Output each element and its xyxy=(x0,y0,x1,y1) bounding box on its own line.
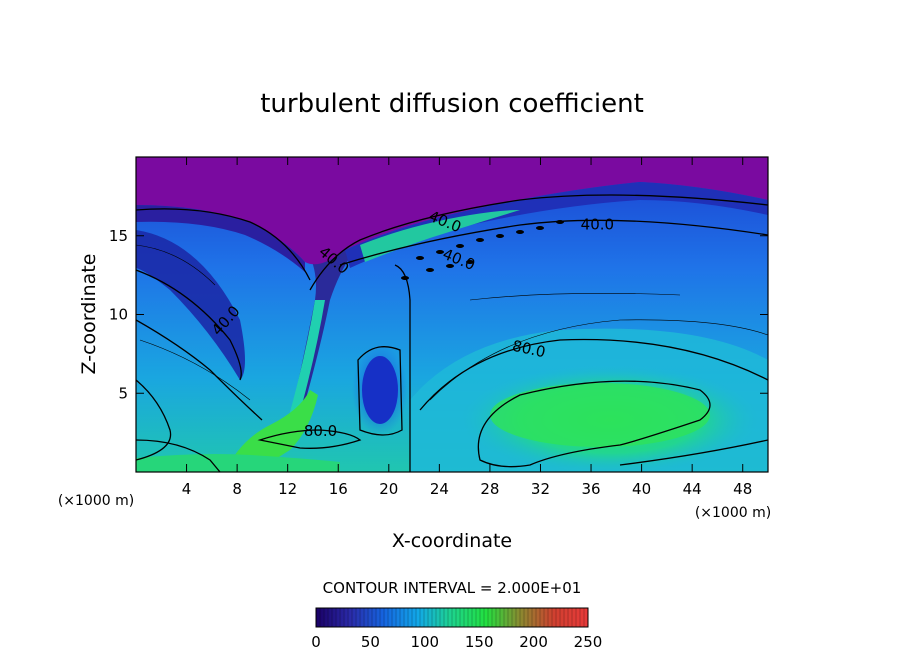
chart-title: turbulent diffusion coefficient xyxy=(260,89,644,119)
x-tick-label: 4 xyxy=(182,480,192,498)
contour-label: 40.0 xyxy=(581,215,614,233)
stratosphere-purple xyxy=(136,157,768,265)
colorbar-tick-label: 100 xyxy=(410,633,439,651)
x-tick-label: 28 xyxy=(480,480,499,498)
colorbar-tick-label: 150 xyxy=(465,633,494,651)
x-axis-label: X-coordinate xyxy=(392,530,512,552)
x-unit-right: (×1000 m) xyxy=(695,505,771,521)
x-axis-ticks: 4 8 12 16 20 24 28 32 36 40 44 48 xyxy=(182,157,752,498)
colorbar-ticks: 0 50 100 150 200 250 xyxy=(311,633,602,651)
x-tick-label: 24 xyxy=(430,480,449,498)
colorbar-tick-label: 50 xyxy=(361,633,380,651)
green-core-inner xyxy=(490,383,710,447)
left-vortex-dark xyxy=(136,230,245,380)
y-tick-label: 10 xyxy=(109,306,128,324)
colorbar-tick-label: 250 xyxy=(574,633,603,651)
blue-core-center-inner xyxy=(362,356,398,424)
colorbar-tick-label: 200 xyxy=(519,633,548,651)
plot-area xyxy=(136,157,768,472)
thin-contours xyxy=(136,244,768,401)
x-tick-label: 32 xyxy=(531,480,550,498)
x-tick-label: 48 xyxy=(733,480,752,498)
contour-dashes xyxy=(401,220,564,280)
upper-dark-band xyxy=(136,205,305,272)
contour-interval-label: CONTOUR INTERVAL = 2.000E+01 xyxy=(323,579,582,597)
x-tick-label: 12 xyxy=(278,480,297,498)
y-axis-ticks: 5 10 15 xyxy=(109,227,768,402)
x-tick-label: 20 xyxy=(379,480,398,498)
y-tick-label: 15 xyxy=(109,227,128,245)
colorbar-frame xyxy=(315,607,589,628)
x-tick-label: 44 xyxy=(683,480,702,498)
colorbar xyxy=(316,608,588,627)
x-tick-label: 36 xyxy=(581,480,600,498)
tropopause-fold-cyan xyxy=(285,300,325,430)
x-tick-label: 16 xyxy=(329,480,348,498)
y-axis-label: Z-coordinate xyxy=(78,254,100,375)
x-unit-left: (×1000 m) xyxy=(58,493,134,509)
y-tick-label: 5 xyxy=(118,384,128,402)
green-region-lower-left xyxy=(225,390,318,472)
x-tick-label: 40 xyxy=(632,480,651,498)
colorbar-tick-label: 0 xyxy=(311,633,321,651)
jet-band-green xyxy=(360,210,520,262)
x-tick-label: 8 xyxy=(232,480,242,498)
contour-label: 80.0 xyxy=(304,422,337,440)
